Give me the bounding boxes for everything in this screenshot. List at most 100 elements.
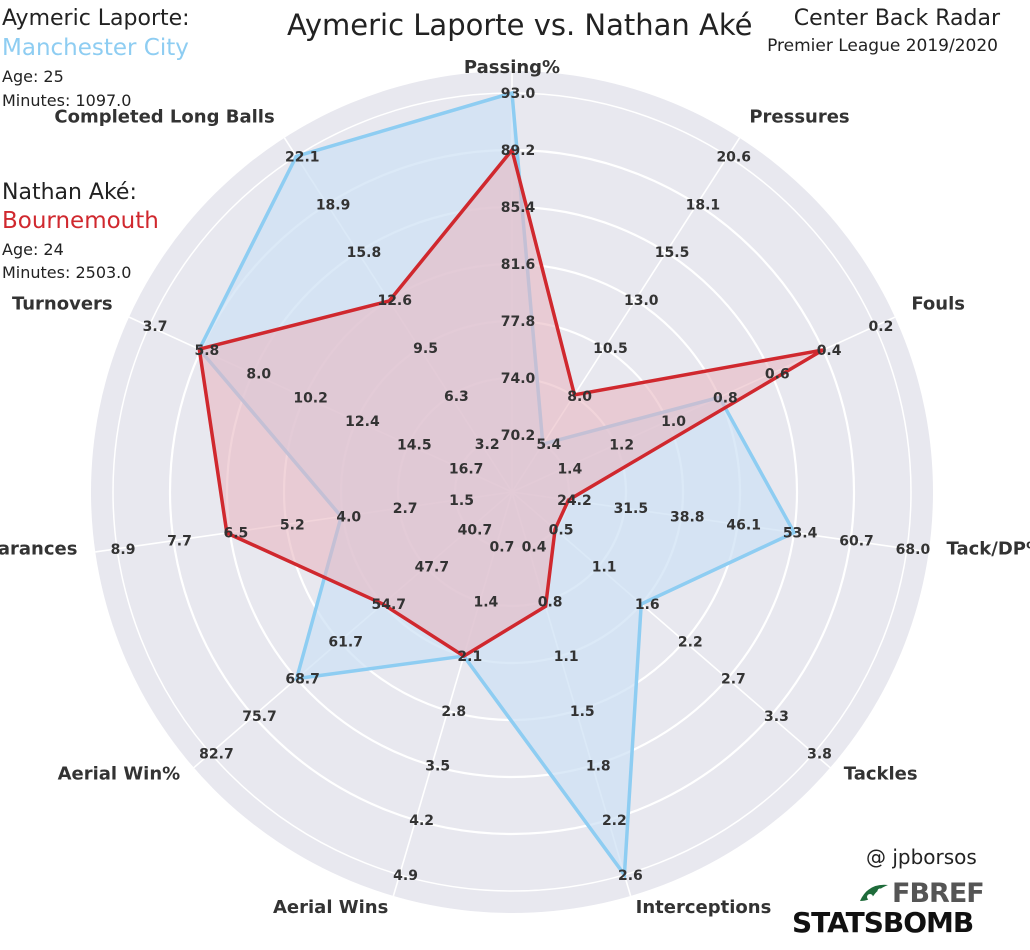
player2-club: Bournemouth [2,208,159,234]
player2-minutes: Minutes: 2503.0 [2,263,132,282]
tick-label: 74.0 [501,371,536,387]
tick-label: 40.7 [458,522,493,538]
tick-label: 24.2 [557,493,592,509]
tick-label: 60.7 [839,534,874,550]
tick-label: 3.7 [143,319,168,335]
tick-label: 5.4 [536,437,561,453]
player2-name: Nathan Aké: [2,180,137,205]
tick-label: 2.6 [618,868,643,884]
tick-label: 8.9 [111,542,136,558]
tick-label: 1.5 [449,493,474,509]
tick-label: 89.2 [501,143,536,159]
axis-label: Pressures [749,107,849,128]
radar-axis-labels: Passing% Pressures Fouls Tack/DP% Tackles Int… [0,57,1030,918]
axis-label: Fouls [911,294,965,315]
tick-label: 38.8 [670,509,705,525]
tick-label: 9.5 [413,341,438,357]
tick-label: 3.8 [807,746,832,762]
tick-label: 2.8 [441,704,466,720]
tick-label: 3.5 [425,758,450,774]
axis-label: Interceptions [636,897,772,918]
tick-label: 53.4 [783,526,818,542]
tick-label: 13.0 [624,293,659,309]
tick-label: 0.2 [869,319,894,335]
tick-label: 7.7 [167,534,192,550]
tick-label: 3.3 [764,709,789,725]
tick-label: 0.6 [765,367,790,383]
tick-label: 1.4 [473,594,498,610]
tick-label: 2.7 [721,672,746,688]
radar-series-2 [197,146,824,659]
axis-label: Aerial Win% [58,763,181,784]
tick-label: 5.2 [280,517,305,533]
tick-label: 4.9 [393,868,418,884]
tick-label: 0.4 [522,540,547,556]
player1-minutes: Minutes: 1097.0 [2,91,132,110]
axis-label: Turnovers [12,294,113,315]
tick-label: 1.6 [635,597,660,613]
tick-label: 14.5 [397,438,432,454]
radar-polygons [197,90,824,880]
axis-label: Aerial Wins [273,897,388,918]
tick-label: 2.2 [602,813,627,829]
tick-label: 5.8 [194,343,219,359]
tick-label: 8.0 [246,367,271,383]
tick-label: 81.6 [501,257,536,273]
player1-club: Manchester City [2,35,189,61]
tick-label: 1.2 [609,438,634,454]
tick-label: 18.9 [316,197,351,213]
tick-label: 68.0 [896,542,931,558]
axis-label: Tack/DP% [947,538,1030,559]
tick-label: 0.8 [538,594,563,610]
tick-label: 15.5 [655,245,690,261]
tick-label: 15.8 [347,245,382,261]
tick-label: 16.7 [449,461,484,477]
player1-age: Age: 25 [2,67,64,86]
tick-label: 1.1 [554,649,579,665]
tick-label: 54.7 [371,597,406,613]
axis-label: Passing% [464,57,560,78]
axis-label: Completed Long Balls [54,107,274,128]
fbref-logo-text: FBREF [892,878,985,909]
tick-label: 82.7 [199,746,234,762]
player1-name: Aymeric Laporte: [2,6,190,31]
tick-label: 3.2 [475,437,500,453]
tick-label: 18.1 [686,197,721,213]
radar-type-label: Center Back Radar [793,6,1000,31]
tick-label: 46.1 [726,517,761,533]
tick-label: 0.7 [490,540,515,556]
tick-label: 4.0 [336,509,361,525]
tick-label: 47.7 [415,560,450,576]
radar-tick-labels: 70.2 74.0 77.8 81.6 85.4 89.2 93.0 5.4 8.0 10.5 13… [111,86,931,884]
tick-label: 68.7 [285,672,320,688]
tick-label: 85.4 [501,200,536,216]
tick-label: 2.7 [393,501,418,517]
tick-label: 12.6 [377,293,412,309]
player2-age: Age: 24 [2,240,64,259]
tick-label: 8.0 [567,389,592,405]
tick-label: 12.4 [345,414,380,430]
tick-label: 0.4 [817,343,842,359]
fbref-mark-icon [860,884,888,901]
tick-label: 20.6 [716,149,751,165]
tick-label: 77.8 [501,314,536,330]
statsbomb-logo: STATSBOMB [792,906,974,939]
competition-label: Premier League 2019/2020 [767,36,998,56]
tick-label: 31.5 [614,501,649,517]
axis-label: Tackles [844,763,918,784]
author-credit: @ jpborsos [866,845,977,869]
axis-label: Clearances [0,538,77,559]
tick-label: 2.2 [678,634,703,650]
tick-label: 75.7 [242,709,277,725]
tick-label: 70.2 [501,428,536,444]
tick-label: 0.8 [713,390,738,406]
tick-label: 4.2 [409,813,434,829]
tick-label: 93.0 [501,86,536,102]
tick-label: 22.1 [285,149,320,165]
tick-label: 0.5 [549,522,574,538]
tick-label: 6.3 [444,389,469,405]
tick-label: 2.1 [457,649,482,665]
tick-label: 1.5 [570,704,595,720]
tick-label: 6.5 [223,526,248,542]
